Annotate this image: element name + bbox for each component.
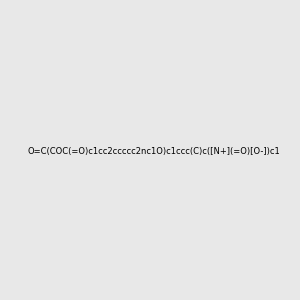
Text: O=C(COC(=O)c1cc2ccccc2nc1O)c1ccc(C)c([N+](=O)[O-])c1: O=C(COC(=O)c1cc2ccccc2nc1O)c1ccc(C)c([N+… bbox=[27, 147, 280, 156]
